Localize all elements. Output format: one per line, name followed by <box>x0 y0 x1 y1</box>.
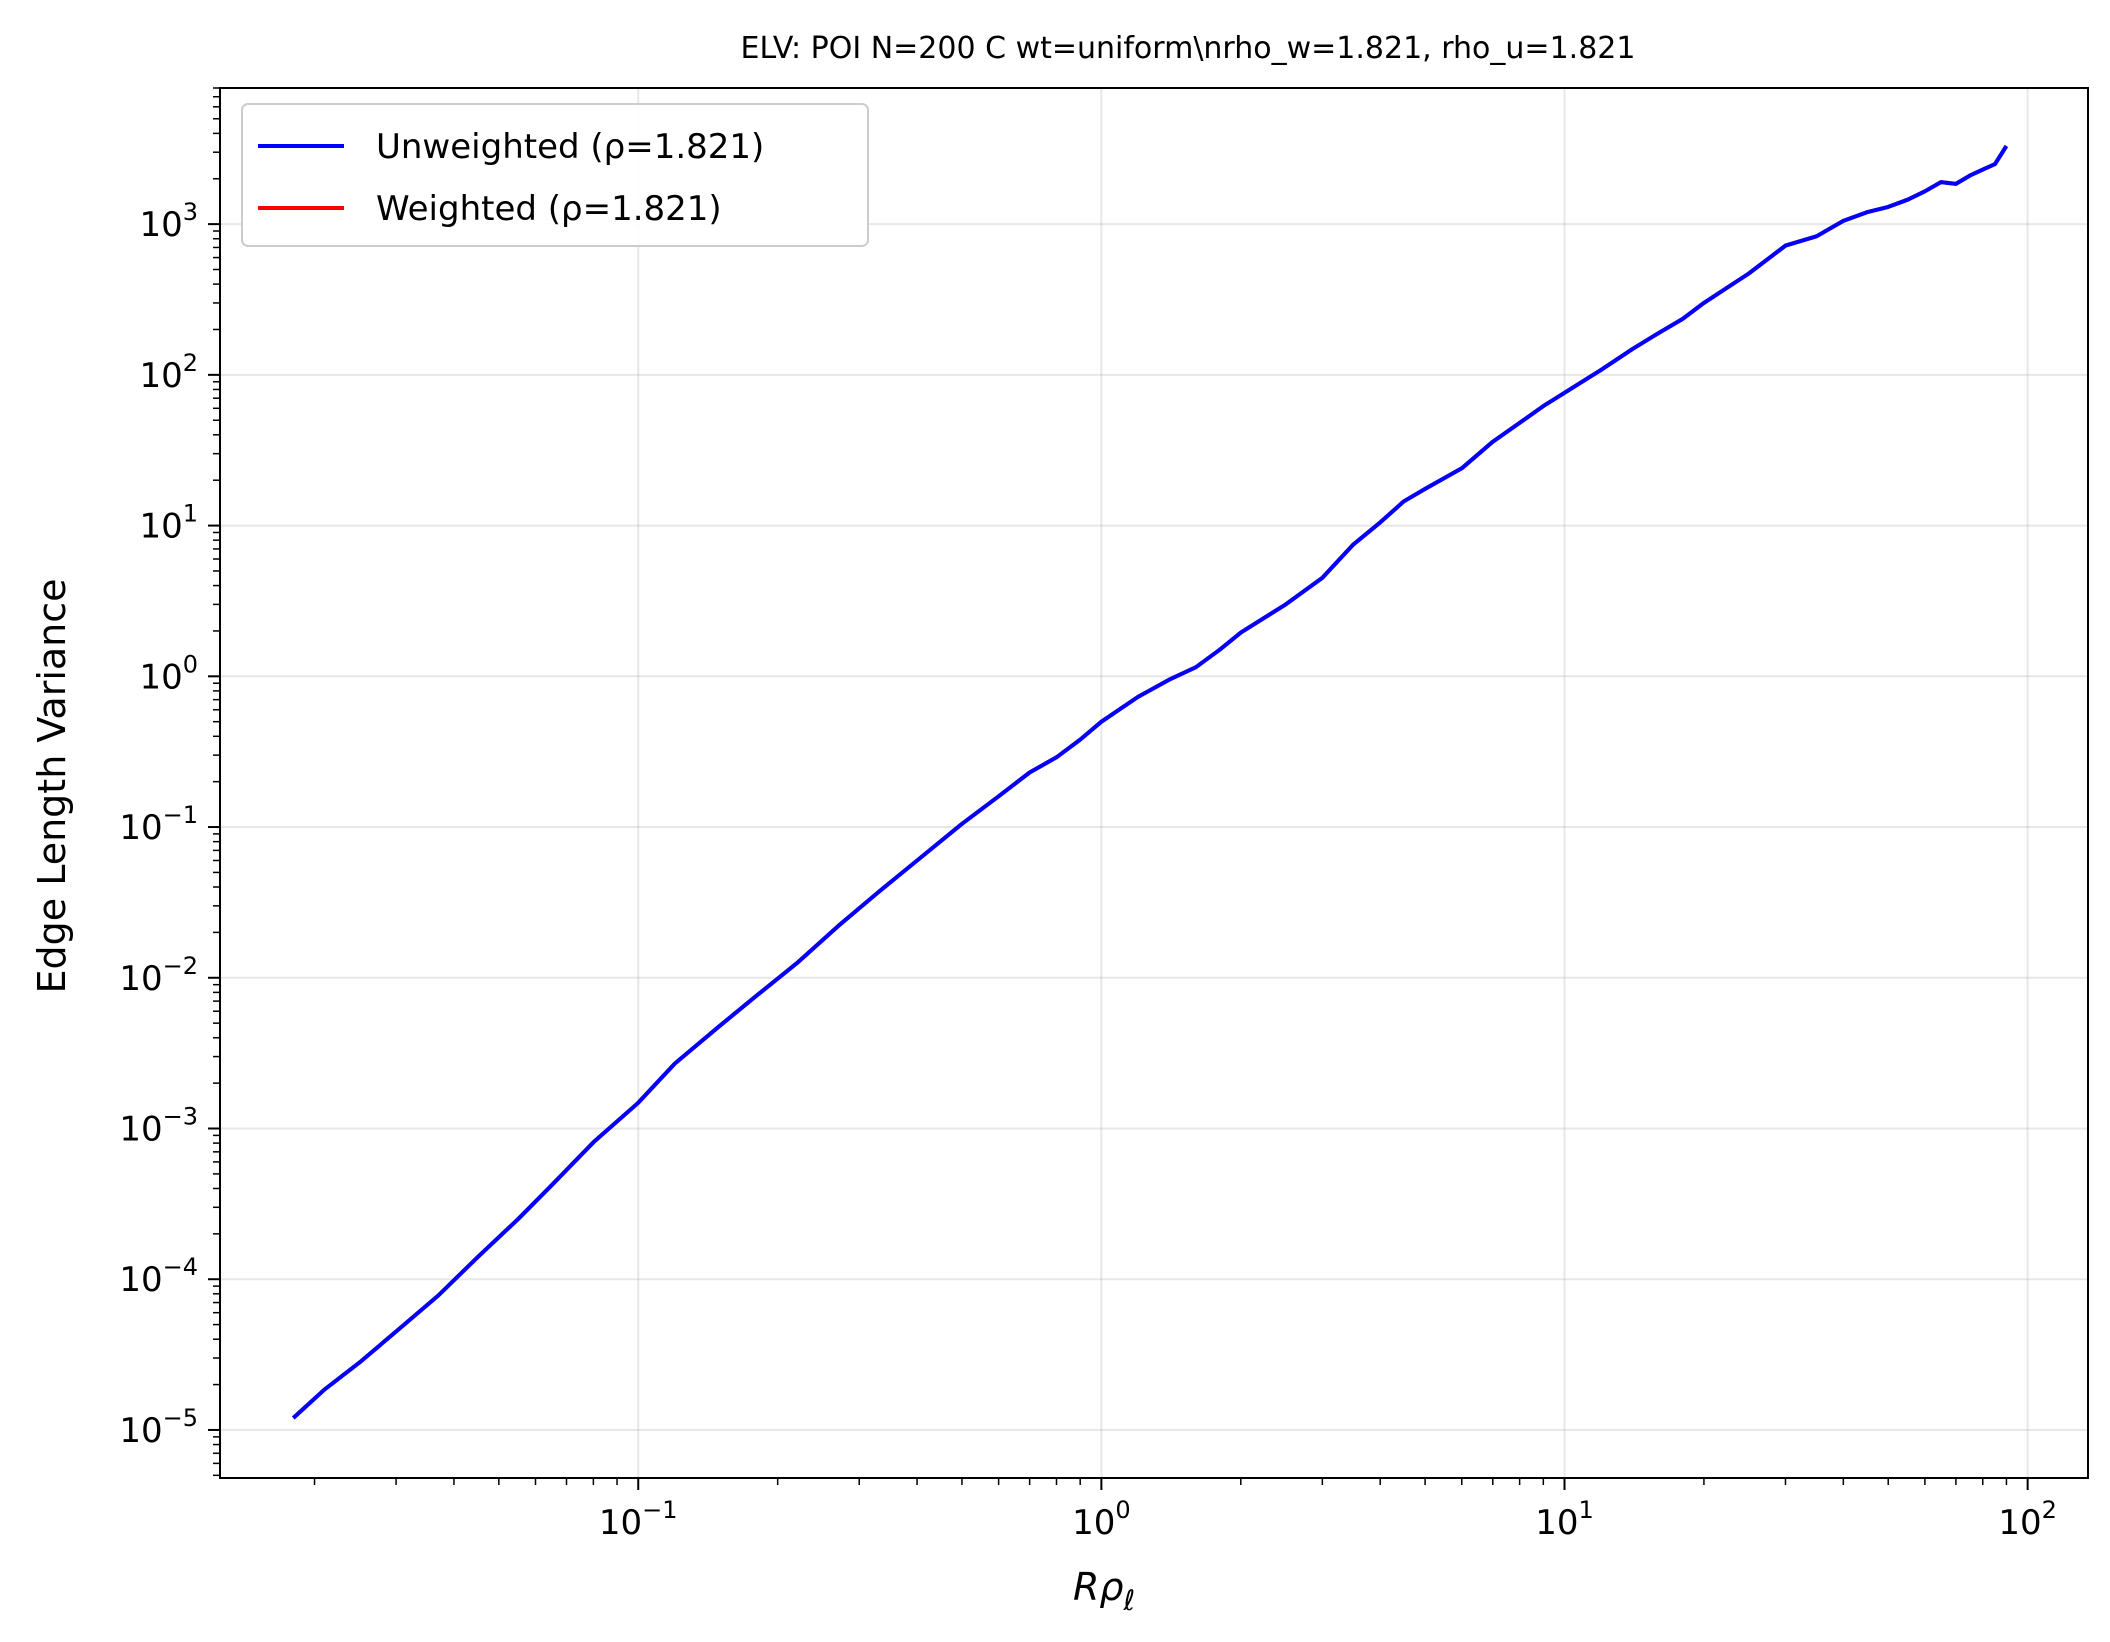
x-tick-label: 102 <box>1998 1496 2057 1543</box>
x-axis-label: Rρℓ <box>1073 1565 1135 1617</box>
y-tick-label: 100 <box>139 650 198 697</box>
x-tick-label: 10−1 <box>599 1496 678 1543</box>
series-line-unweighted <box>291 144 2009 1420</box>
plot-area-frame <box>219 87 2089 1479</box>
y-tick-label: 103 <box>139 198 198 245</box>
y-tick-label: 102 <box>139 349 198 396</box>
legend-label-weighted: Weighted (ρ=1.821) <box>376 189 722 229</box>
legend-label-unweighted: Unweighted (ρ=1.821) <box>376 127 764 167</box>
x-tick-label: 101 <box>1535 1496 1594 1543</box>
y-tick-label: 10−3 <box>119 1102 198 1149</box>
y-tick-label: 10−4 <box>119 1253 198 1300</box>
y-tick-label: 101 <box>139 500 198 547</box>
chart-legend: Unweighted (ρ=1.821) Weighted (ρ=1.821) <box>241 103 869 247</box>
x-tick-label: 100 <box>1072 1496 1131 1543</box>
y-tick-label: 10−2 <box>119 952 198 999</box>
axis-ticks: 10−1 100 101 102 10−5 10−4 10−3 10−2 10−1 100 101 1… <box>119 87 2057 1543</box>
y-tick-label: 10−1 <box>119 801 198 848</box>
series-layer <box>291 144 2009 1420</box>
grid-lines <box>220 88 2088 1478</box>
chart-title: ELV: POI N=200 C wt=uniform\nrho_w=1.821… <box>741 31 1636 66</box>
y-axis-label: Edge Length Variance <box>30 578 74 993</box>
y-tick-label: 10−5 <box>119 1404 198 1451</box>
legend-box <box>241 103 869 247</box>
